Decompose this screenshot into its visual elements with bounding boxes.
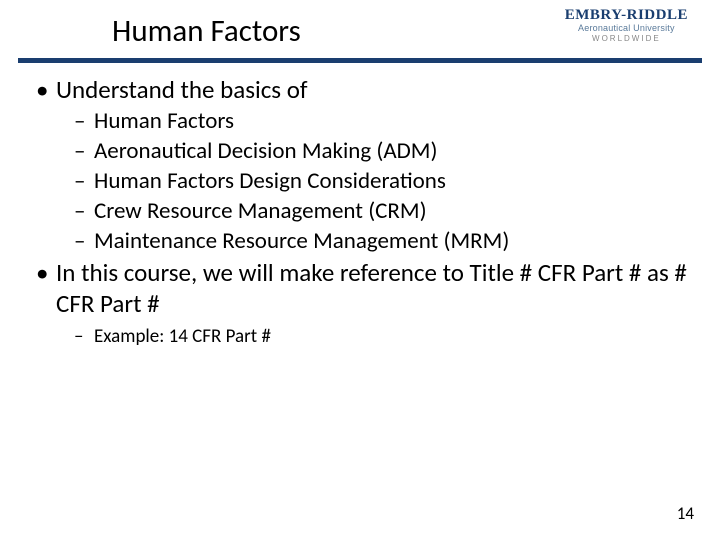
university-logo: EMBRY-RIDDLE Aeronautical University WOR…	[565, 8, 688, 43]
list-item: Human Factors	[74, 107, 696, 137]
logo-sub-text: Aeronautical University	[565, 24, 688, 33]
list-item: Aeronautical Decision Making (ADM)	[74, 137, 696, 167]
list-item: Human Factors Design Considerations	[74, 167, 696, 197]
slide-content: Understand the basics of Human Factors A…	[0, 74, 720, 350]
header-rule	[18, 58, 702, 63]
slide: Human Factors EMBRY-RIDDLE Aeronautical …	[0, 0, 720, 540]
list-item: In this course, we will make reference t…	[36, 257, 696, 320]
page-number: 14	[677, 503, 694, 524]
slide-header: Human Factors EMBRY-RIDDLE Aeronautical …	[0, 0, 720, 68]
list-item: Example: 14 CFR Part #	[74, 325, 696, 350]
logo-main-text: EMBRY-RIDDLE	[565, 8, 688, 23]
list-item: Maintenance Resource Management (MRM)	[74, 227, 696, 257]
logo-worldwide-text: WORLDWIDE	[565, 35, 688, 43]
slide-title: Human Factors	[112, 12, 301, 50]
list-item: Understand the basics of	[36, 74, 696, 105]
list-item: Crew Resource Management (CRM)	[74, 197, 696, 227]
